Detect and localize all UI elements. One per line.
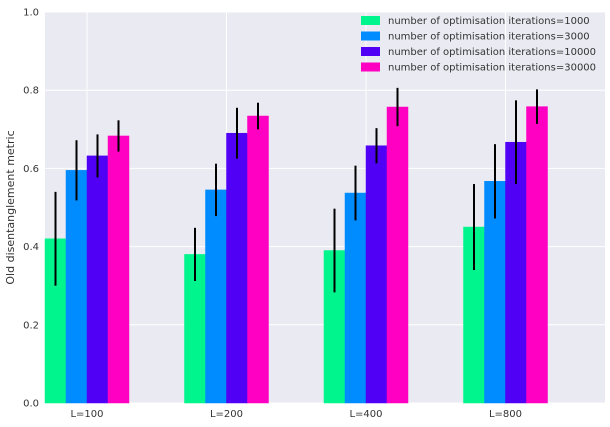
- bar: [65, 170, 88, 404]
- y-tick-label: 0.2: [23, 320, 39, 331]
- legend-swatch: [361, 16, 380, 25]
- legend-swatch: [361, 62, 380, 72]
- legend-swatch: [361, 31, 380, 41]
- y-axis-label: Old disentanglement metric: [4, 130, 17, 284]
- y-tick-label: 1.0: [23, 8, 39, 19]
- bar: [86, 155, 109, 404]
- y-tick-label: 0.0: [23, 399, 39, 410]
- x-tick-label: L=800: [489, 409, 522, 420]
- y-tick-label: 0.4: [23, 242, 39, 253]
- bar: [226, 132, 248, 404]
- y-axis-ticks: 0.0 0.2 0.4 0.6 0.8 1.0: [23, 8, 39, 410]
- bar: [344, 192, 367, 404]
- error-bars-group: [54, 87, 538, 293]
- x-axis-ticks: L=100 L=200 L=400 L=800: [70, 409, 522, 420]
- y-tick-label: 0.8: [23, 86, 39, 97]
- bar: [386, 106, 409, 404]
- legend-swatch: [361, 47, 380, 56]
- legend-label: number of optimisation iterations=1000: [388, 16, 590, 27]
- y-tick-label: 0.6: [23, 164, 39, 175]
- bar: [526, 106, 548, 404]
- bar: [107, 135, 130, 404]
- x-tick-label: L=400: [349, 409, 382, 420]
- bar: [205, 189, 227, 404]
- legend-label: number of optimisation iterations=3000: [388, 32, 590, 43]
- legend-label: number of optimisation iterations=10000: [388, 47, 596, 58]
- bar: [365, 145, 388, 404]
- x-tick-label: L=200: [210, 409, 243, 420]
- bars-group: [44, 106, 548, 404]
- legend-label: number of optimisation iterations=30000: [388, 63, 596, 74]
- x-tick-label: L=100: [70, 409, 103, 420]
- legend: number of optimisation iterations=1000 nu…: [361, 16, 596, 74]
- bar: [247, 115, 269, 404]
